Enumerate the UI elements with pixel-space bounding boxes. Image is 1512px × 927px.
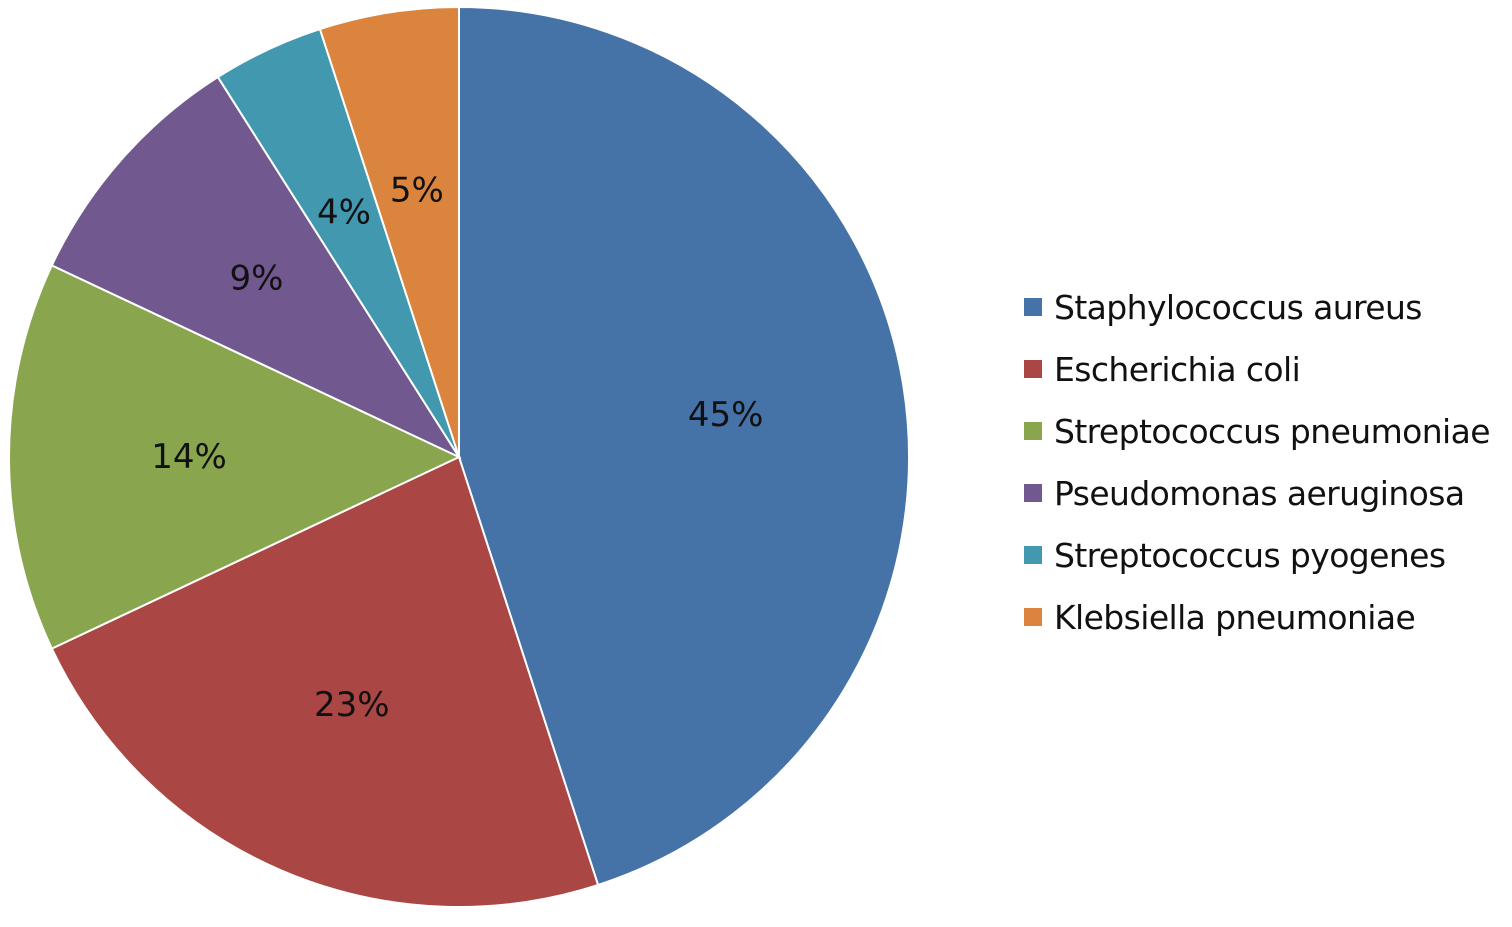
- legend-label: Streptococcus pneumoniae: [1054, 411, 1491, 451]
- data-label-4: 4%: [317, 193, 371, 233]
- legend-swatch: [1024, 360, 1042, 378]
- data-label-0: 45%: [688, 395, 764, 435]
- legend-swatch: [1024, 546, 1042, 564]
- pie-slice-5: [318, 5, 460, 458]
- pie-chart-plot: 45% 23% 14% 9% 4% 5%: [8, 5, 911, 909]
- data-label-3: 9%: [230, 258, 284, 298]
- legend-item: Staphylococcus aureus: [1024, 276, 1510, 338]
- legend-label: Klebsiella pneumoniae: [1054, 597, 1416, 637]
- pie-data-labels: 45% 23% 14% 9% 4% 5%: [151, 170, 764, 725]
- legend-label: Streptococcus pyogenes: [1054, 535, 1446, 575]
- pie-slice-1: [50, 455, 600, 909]
- legend-item: Pseudomonas aeruginosa: [1024, 462, 1510, 524]
- pie-slice-3: [50, 75, 462, 460]
- legend-label: Pseudomonas aeruginosa: [1054, 473, 1465, 513]
- pie-slice-0: [458, 5, 911, 887]
- legend-swatch: [1024, 422, 1042, 440]
- pie-slices: [8, 5, 911, 909]
- legend-item: Streptococcus pneumoniae: [1024, 400, 1510, 462]
- legend-label: Staphylococcus aureus: [1054, 287, 1422, 327]
- legend-label: Escherichia coli: [1054, 349, 1301, 389]
- legend-swatch: [1024, 608, 1042, 626]
- pie-slice-2: [8, 264, 462, 650]
- legend-item: Klebsiella pneumoniae: [1024, 586, 1510, 648]
- legend-swatch: [1024, 298, 1042, 316]
- legend-swatch: [1024, 484, 1042, 502]
- legend-item: Streptococcus pyogenes: [1024, 524, 1510, 586]
- data-label-2: 14%: [151, 437, 227, 477]
- legend: Staphylococcus aureus Escherichia coli S…: [1024, 276, 1510, 648]
- data-label-5: 5%: [390, 170, 444, 210]
- legend-item: Escherichia coli: [1024, 338, 1510, 400]
- data-label-1: 23%: [314, 685, 390, 725]
